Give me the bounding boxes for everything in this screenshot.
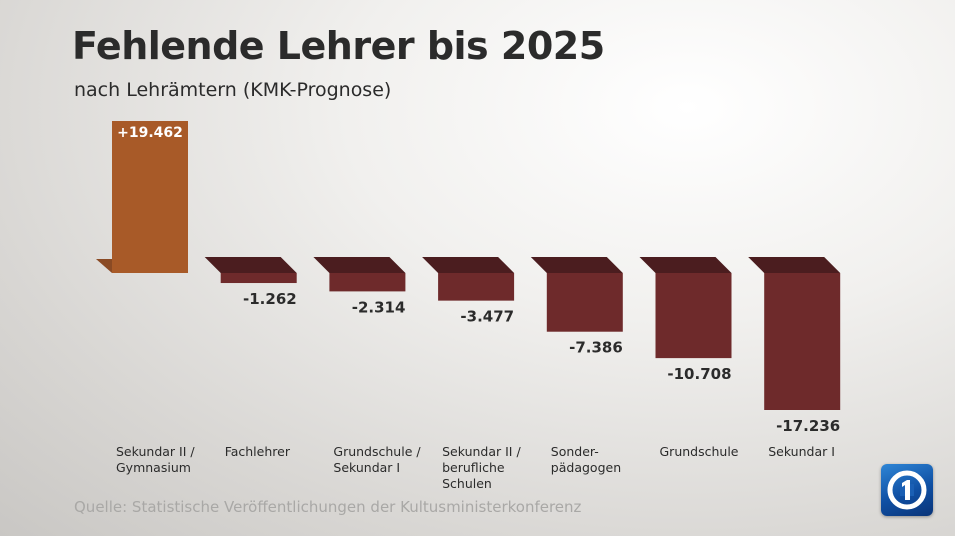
bar-negative [329, 273, 406, 292]
bar-negative-top [639, 257, 732, 273]
bar-negative [546, 273, 623, 332]
bar-value-label: +19.462 [117, 125, 183, 141]
bar-negative [764, 273, 841, 410]
category-label: Sekundar I [768, 444, 835, 459]
category-label-line: Sonder- [551, 444, 599, 459]
bar-value-label: -3.477 [460, 308, 514, 326]
bar-negative-top [530, 257, 623, 273]
category-label-line: Sekundar I [333, 460, 400, 475]
bar-value-label: -10.708 [667, 365, 731, 383]
chart-title: Fehlende Lehrer bis 2025 [72, 24, 605, 68]
bar-value-label: -17.236 [776, 417, 840, 435]
category-label-line: pädagogen [551, 460, 621, 475]
bar-positive [112, 121, 188, 273]
category-label-line: Fachlehrer [225, 444, 291, 459]
category-label: Sonder-pädagogen [551, 444, 621, 475]
category-label-line: Schulen [442, 476, 492, 491]
category-label-line: Sekundar I [768, 444, 835, 459]
bar-negative-top [313, 257, 406, 273]
bar-negative [655, 273, 732, 359]
category-label: Fachlehrer [225, 444, 291, 459]
bar-negative-top [748, 257, 841, 273]
bar-negative [220, 273, 297, 284]
category-label-line: Sekundar II / [442, 444, 521, 459]
category-label-line: Grundschule / [333, 444, 421, 459]
category-label: Grundschule / Sekundar I [333, 444, 421, 475]
bar-negative-top [204, 257, 297, 273]
source-note: Quelle: Statistische Veröffentlichungen … [74, 498, 582, 516]
category-label-line: Gymnasium [116, 460, 191, 475]
category-label-line: berufliche [442, 460, 505, 475]
chart-subtitle: nach Lehrämtern (KMK-Prognose) [74, 79, 392, 101]
category-label: Sekundar II / berufliche Schulen [442, 444, 521, 491]
category-label-line: Grundschule [660, 444, 739, 459]
category-label: Sekundar II / Gymnasium [116, 444, 195, 475]
bar-value-label: -7.386 [569, 339, 623, 357]
bar-value-label: -1.262 [243, 290, 297, 308]
bar-negative-top [422, 257, 515, 273]
category-label-line: Sekundar II / [116, 444, 195, 459]
category-label: Grundschule [660, 444, 739, 459]
das-erste-logo [881, 464, 933, 516]
bar-negative [438, 273, 515, 301]
bar-value-label: -2.314 [352, 298, 406, 316]
